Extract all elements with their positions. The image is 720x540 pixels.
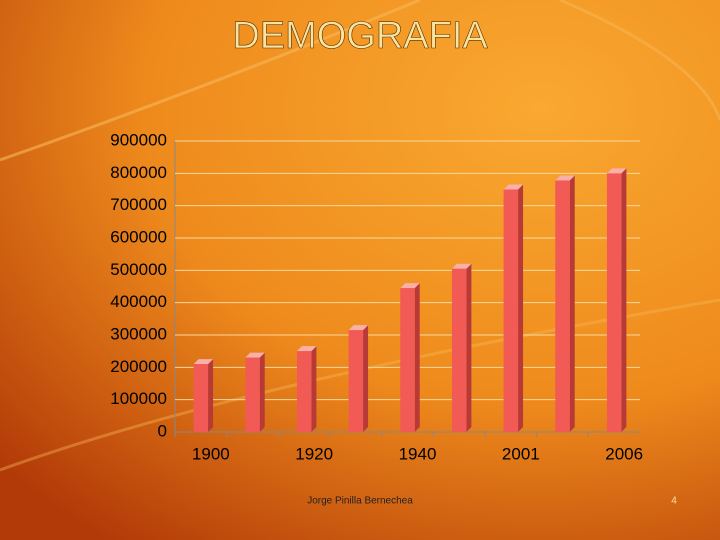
y-tick-label: 300000 (110, 324, 167, 343)
y-tick-label: 0 (158, 421, 167, 440)
bar (606, 173, 622, 433)
bar-top (555, 175, 575, 181)
bar-side (414, 283, 420, 432)
bar (296, 351, 312, 432)
bar-side (311, 346, 317, 432)
x-tick-label: 1920 (295, 444, 333, 463)
page-number: 4 (671, 496, 677, 507)
bar-top (296, 346, 317, 352)
bar (348, 330, 364, 432)
bar (503, 189, 519, 432)
bar-top (503, 184, 524, 190)
bar-side (466, 263, 472, 432)
bar-side (569, 175, 575, 433)
bar (451, 268, 467, 432)
bar-side (621, 168, 627, 433)
slide-title: DEMOGRAFIA (232, 15, 488, 57)
y-tick-label: 200000 (110, 357, 167, 376)
y-tick-label: 900000 (110, 130, 167, 149)
bar (555, 180, 570, 432)
y-tick-label: 100000 (110, 389, 167, 408)
y-tick-label: 500000 (110, 260, 167, 279)
bar-top (400, 283, 420, 289)
decor-curve (0, 0, 421, 162)
bar-side (363, 325, 369, 432)
x-tick-label: 2006 (605, 444, 643, 463)
bar (193, 364, 209, 432)
y-tick-label: 700000 (110, 195, 167, 214)
y-tick-label: 400000 (110, 292, 167, 311)
bar-top (348, 325, 369, 331)
bar (245, 357, 260, 432)
bar-top (451, 263, 472, 269)
bar-top (606, 168, 627, 174)
x-tick-label: 1900 (192, 444, 230, 463)
decor-curve (559, 0, 720, 121)
y-tick-label: 600000 (110, 227, 167, 246)
x-tick-label: 2001 (502, 444, 540, 463)
x-tick-label: 1940 (399, 444, 437, 463)
bar (400, 288, 415, 432)
bar-side (208, 359, 214, 432)
footer-author: Jorge Pinilla Bernechea (307, 496, 413, 507)
bar-side (259, 352, 265, 432)
y-tick-label: 800000 (110, 163, 167, 182)
bar-top (193, 359, 214, 365)
bar-top (245, 352, 265, 358)
bar-side (518, 184, 524, 432)
